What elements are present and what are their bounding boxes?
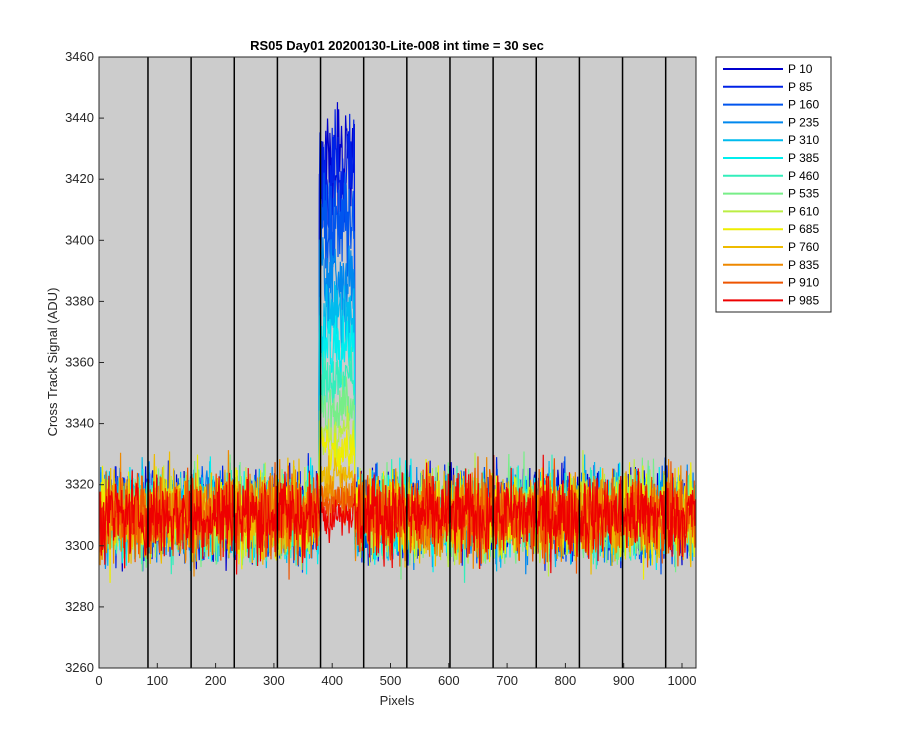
series-layer (99, 102, 696, 583)
series-line-p-985 (99, 454, 696, 575)
x-tick-label: 100 (146, 673, 168, 688)
x-tick-label: 600 (438, 673, 460, 688)
legend-label: P 85 (788, 80, 813, 94)
x-tick-label: 400 (321, 673, 343, 688)
x-axis-label: Pixels (380, 693, 415, 708)
x-tick-label: 800 (555, 673, 577, 688)
y-tick-label: 3320 (65, 477, 94, 492)
legend-box (715, 56, 832, 313)
x-tick-label: 0 (95, 673, 102, 688)
y-tick-label: 3300 (65, 538, 94, 553)
legend: P 10 P 85 P 160 P 235 P 310 P 385 P 460 P 535 P … (715, 56, 832, 313)
legend-label: P 535 (788, 187, 819, 201)
column-boundary-layer (147, 57, 667, 668)
legend-label: P 310 (788, 133, 819, 147)
y-tick-label: 3440 (65, 110, 94, 125)
y-tick-label: 3380 (65, 293, 94, 308)
plot-background (99, 57, 696, 668)
x-tick-label: 300 (263, 673, 285, 688)
y-tick-label: 3260 (65, 660, 94, 675)
legend-label: P 985 (788, 293, 819, 307)
y-tick-label: 3280 (65, 599, 94, 614)
y-tick-label: 3420 (65, 171, 94, 186)
legend-label: P 835 (788, 258, 819, 272)
legend-label: P 10 (788, 62, 813, 76)
axis-ticks: 0 100 200 300 400 500 600 700 800 900 1000 3260 3280… (65, 49, 696, 688)
chart-title: RS05 Day01 20200130-Lite-008 int time = … (250, 38, 544, 53)
legend-label: P 160 (788, 98, 819, 112)
y-tick-label: 3360 (65, 355, 94, 370)
y-tick-label: 3460 (65, 49, 94, 64)
x-tick-label: 900 (613, 673, 635, 688)
legend-label: P 235 (788, 115, 819, 129)
legend-label: P 610 (788, 204, 819, 218)
legend-label: P 760 (788, 240, 819, 254)
legend-label: P 460 (788, 169, 819, 183)
x-tick-label: 200 (205, 673, 227, 688)
y-axis-label: Cross Track Signal (ADU) (45, 288, 60, 437)
x-tick-label: 700 (496, 673, 518, 688)
legend-label: P 385 (788, 151, 819, 165)
y-tick-label: 3340 (65, 416, 94, 431)
x-tick-label: 500 (380, 673, 402, 688)
legend-label: P 685 (788, 222, 819, 236)
x-tick-label: 1000 (668, 673, 697, 688)
legend-label: P 910 (788, 276, 819, 290)
y-tick-label: 3400 (65, 232, 94, 247)
